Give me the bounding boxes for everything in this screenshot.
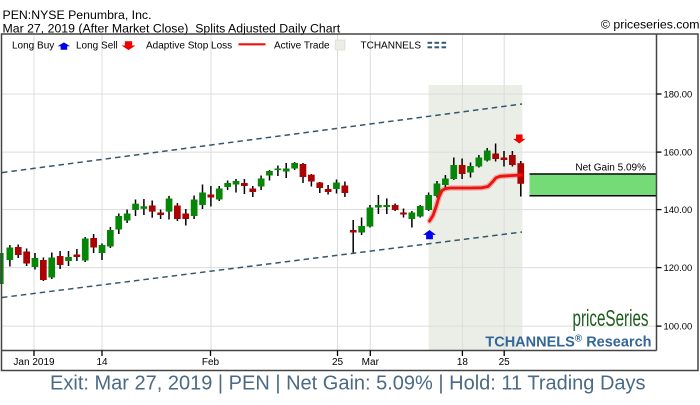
svg-text:Exit: Mar 27, 2019 | PEN | Net: Exit: Mar 27, 2019 | PEN | Net Gain: 5.0… [50,373,646,395]
svg-text:Jan 2019: Jan 2019 [13,357,55,368]
svg-text:Adaptive Stop Loss: Adaptive Stop Loss [146,41,232,52]
svg-text:14: 14 [96,357,108,368]
svg-text:Mar 27, 2019 (After Market Clo: Mar 27, 2019 (After Market Close) Splits… [3,21,341,35]
svg-text:TCHANNELS® Research: TCHANNELS® Research [485,333,651,351]
svg-text:25: 25 [499,357,511,368]
svg-text:140.00: 140.00 [664,204,693,215]
svg-text:Feb: Feb [202,357,220,368]
svg-text:18: 18 [457,357,469,368]
svg-text:25: 25 [332,357,344,368]
svg-text:PEN:NYSE Penumbra, Inc.: PEN:NYSE Penumbra, Inc. [3,8,152,22]
svg-text:TCHANNELS: TCHANNELS [361,41,422,52]
svg-text:priceSeries: priceSeries [573,305,649,331]
svg-text:120.00: 120.00 [664,262,693,273]
svg-text:Long Sell: Long Sell [76,41,118,52]
svg-text:100.00: 100.00 [664,321,693,332]
svg-text:160.00: 160.00 [664,147,693,158]
svg-text:Mar: Mar [362,357,380,368]
svg-text:180.00: 180.00 [664,89,693,100]
svg-text:Net Gain 5.09%: Net Gain 5.09% [575,163,646,174]
svg-text:Active Trade: Active Trade [274,41,330,52]
svg-text:Long Buy: Long Buy [12,41,54,52]
svg-text:© priceseries.com: © priceseries.com [601,18,700,32]
